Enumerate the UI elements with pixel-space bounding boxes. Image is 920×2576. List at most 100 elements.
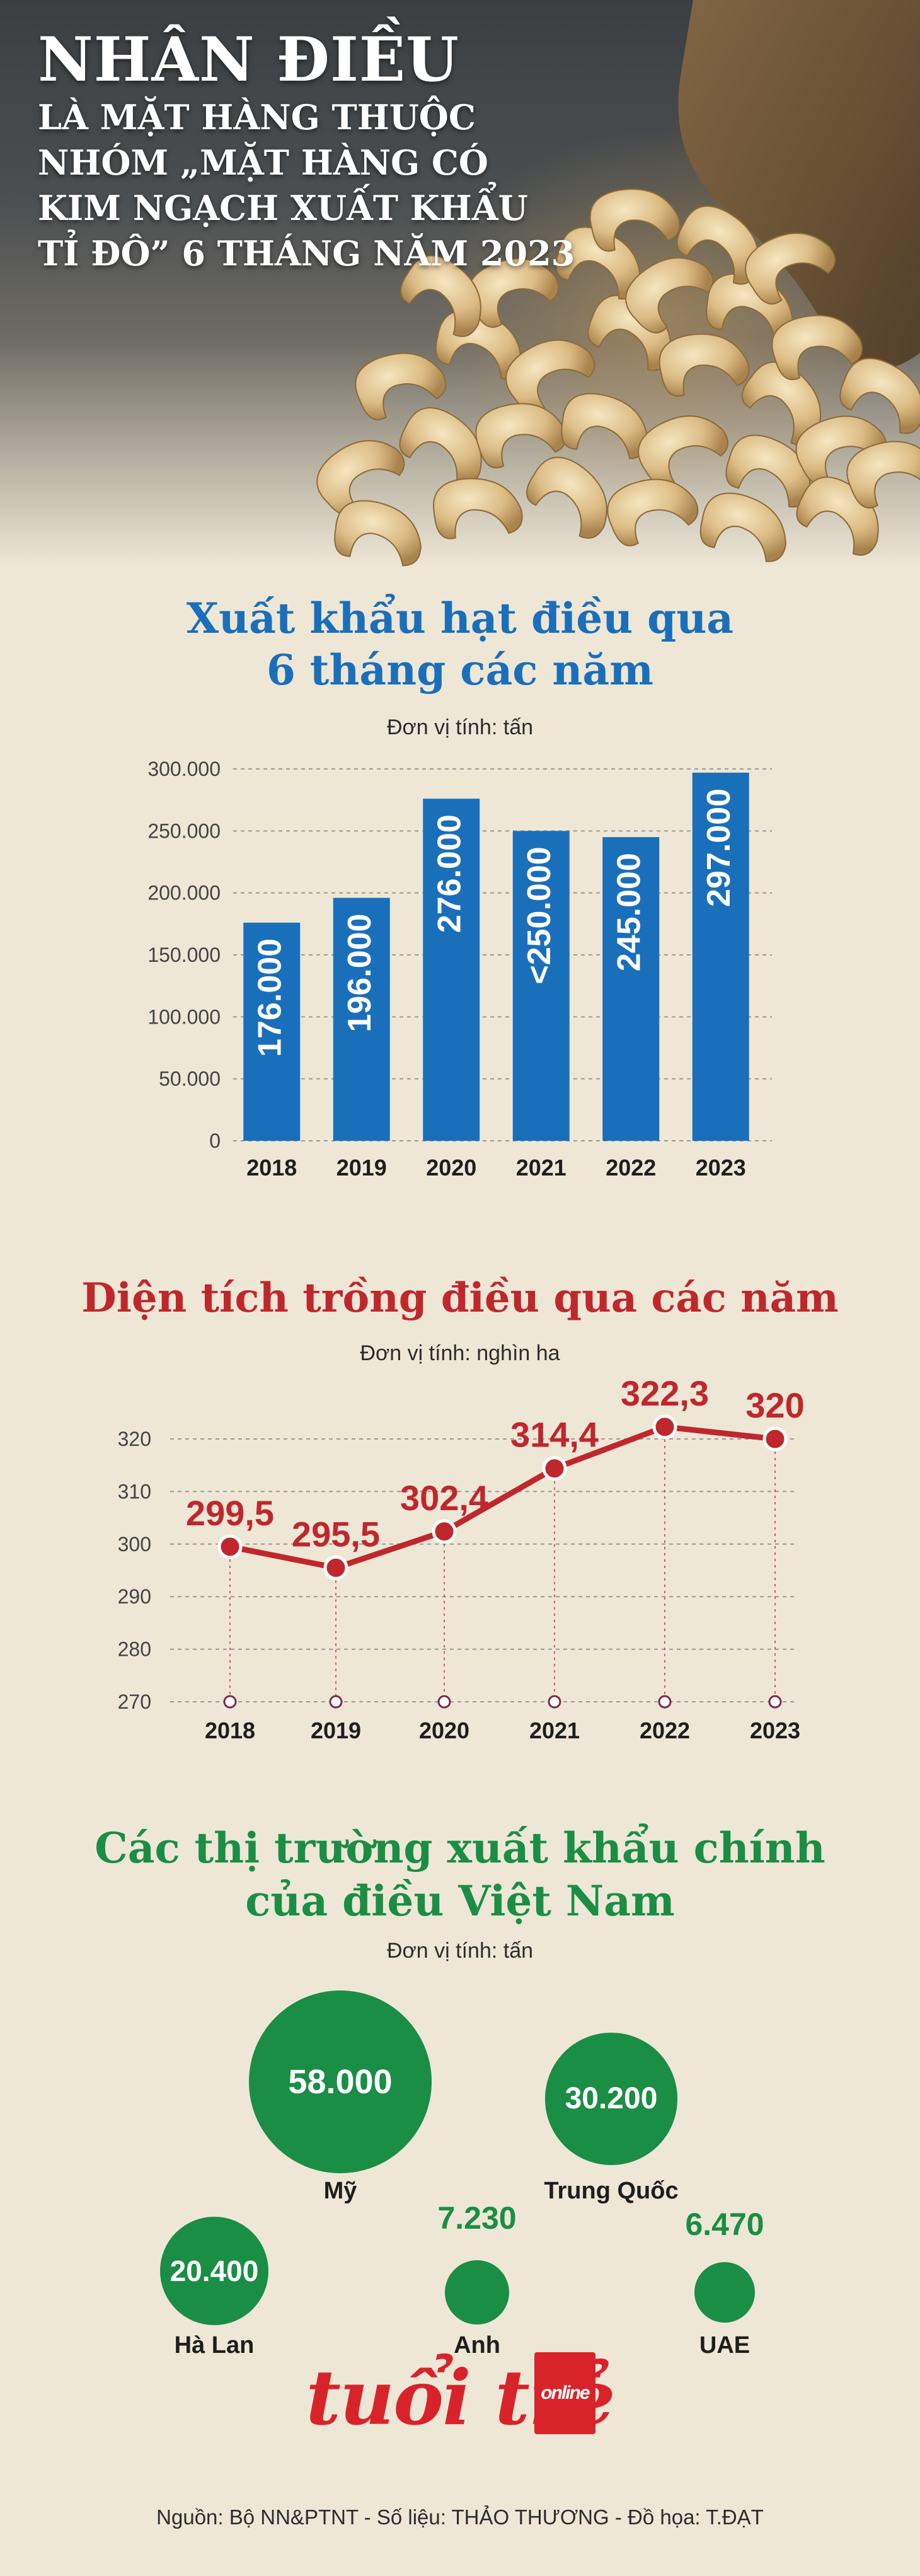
logo: tuổi trẻ online xyxy=(0,2352,920,2439)
logo-sub-text: online xyxy=(534,2352,595,2434)
cashew-nut-icon xyxy=(505,339,595,414)
line-x-tick-label: 2020 xyxy=(419,1718,469,1743)
cashew-nut-icon xyxy=(561,393,648,459)
line-x-tick-label: 2022 xyxy=(640,1718,690,1743)
bubble-chart-unit: Đơn vị tính: tấn xyxy=(386,1939,534,1963)
bar-y-tick-label: 300.000 xyxy=(147,758,221,780)
line-y-tick-label: 310 xyxy=(118,1480,151,1503)
subtitle-line-2: NHÓM „MẶT HÀNG CÓ xyxy=(38,142,488,183)
market-value-label: 7.230 xyxy=(437,2200,517,2236)
bar-value-label: 245.000 xyxy=(611,853,647,971)
market-value-label: 58.000 xyxy=(288,2063,393,2101)
bar-y-tick-label: 200.000 xyxy=(147,882,221,904)
bar-y-tick-label: 0 xyxy=(209,1129,221,1152)
line-base-marker xyxy=(437,1695,451,1709)
cashew-nut-icon xyxy=(589,188,681,252)
line-base-marker xyxy=(548,1695,561,1709)
line-base-marker xyxy=(223,1695,237,1709)
subtitle-line-3: KIM NGẠCH XUẤT KHẨU xyxy=(38,188,528,228)
line-y-tick-label: 300 xyxy=(118,1533,151,1556)
line-series xyxy=(229,1424,776,1571)
cashew-nut-icon xyxy=(638,415,729,488)
title-block: NHÂN ĐIỀU LÀ MẶT HÀNG THUỘC NHÓM „MẶT HÀ… xyxy=(38,25,605,276)
bar xyxy=(333,898,390,1141)
market-bubble: 30.200 xyxy=(545,2033,677,2165)
market-name-label: Mỹ xyxy=(323,2178,357,2204)
market-value-label: 30.200 xyxy=(565,2082,658,2116)
line-value-label: 302,4 xyxy=(400,1478,488,1518)
market-name-label: UAE xyxy=(699,2332,750,2359)
cashew-nut-icon xyxy=(725,434,811,508)
line-point xyxy=(542,1456,567,1481)
bar-y-tick-label: 50.000 xyxy=(159,1068,221,1090)
bubble-chart-title-line-2: của điều Việt Nam xyxy=(245,1876,675,1926)
line-x-tick-label: 2019 xyxy=(311,1718,361,1743)
bar-chart-title: Xuất khẩu hạt điều qua 6 tháng các năm xyxy=(0,592,920,696)
bar-value-label: 276.000 xyxy=(431,814,468,933)
cashew-nut-icon xyxy=(400,255,481,337)
line-base-marker xyxy=(658,1695,672,1709)
cashew-nut-icon xyxy=(433,478,523,540)
line-base-marker xyxy=(329,1695,343,1709)
bar xyxy=(602,837,660,1141)
line-y-tick-label: 290 xyxy=(118,1585,151,1608)
bar xyxy=(243,922,301,1141)
bar-x-tick-label: 2023 xyxy=(696,1155,746,1181)
line-value-label: 299,5 xyxy=(186,1493,274,1533)
cashew-nut-icon xyxy=(839,357,920,434)
cashew-nut-icon xyxy=(334,500,422,567)
bar-value-label: 176.000 xyxy=(251,939,288,1057)
line-point xyxy=(432,1519,457,1544)
line-x-tick-label: 2021 xyxy=(529,1718,580,1743)
market-bubble xyxy=(444,2260,510,2325)
source-credit: Nguồn: Bộ NN&PTNT - Số liệu: THẢO THƯƠNG… xyxy=(156,2505,764,2529)
line-x-tick-label: 2023 xyxy=(750,1718,800,1743)
bar xyxy=(512,831,570,1141)
line-chart-unit: Đơn vị tính: nghìn ha xyxy=(360,1341,560,1365)
line-chart-title: Diện tích trồng điều qua các năm xyxy=(81,1274,839,1322)
line-y-tick-label: 320 xyxy=(118,1428,151,1450)
cashew-illustration xyxy=(316,0,920,567)
market-name-label: Trung Quốc xyxy=(544,2178,679,2204)
market-name-label: Anh xyxy=(454,2332,500,2359)
line-value-label: 320 xyxy=(745,1385,804,1425)
cashew-nut-icon xyxy=(745,233,836,305)
line-y-tick-label: 270 xyxy=(118,1690,151,1713)
line-point xyxy=(217,1534,243,1559)
market-bubble: 58.000 xyxy=(249,1990,432,2173)
bar-chart-unit: Đơn vị tính: tấn xyxy=(386,715,534,739)
cashew-nut-icon xyxy=(355,352,447,420)
bar-chart: 0 50.000 100.000 150.000 200.000 250.000 300.0… xyxy=(147,758,772,1181)
bar-y-tick-label: 150.000 xyxy=(147,944,221,966)
subtitle-line-4: TỈ ĐÔ” 6 THÁNG NĂM 2023 xyxy=(38,233,575,274)
bar-value-label: 196.000 xyxy=(342,914,378,1032)
bar xyxy=(423,799,480,1141)
line-point xyxy=(762,1426,788,1452)
bar-x-tick-label: 2020 xyxy=(426,1155,476,1181)
cashew-nut-icon xyxy=(699,492,786,562)
line-base-marker xyxy=(768,1695,782,1709)
market-bubble: 20.400 xyxy=(160,2217,268,2325)
line-x-tick-label: 2018 xyxy=(205,1718,255,1743)
line-value-label: 322,3 xyxy=(621,1373,709,1413)
bar-value-label: 297.000 xyxy=(701,788,737,907)
line-point xyxy=(652,1414,677,1440)
bar xyxy=(692,772,749,1141)
cashew-nut-icon xyxy=(526,456,607,539)
line-y-tick-label: 280 xyxy=(118,1638,151,1661)
bar-chart-title-line-2: 6 tháng các năm xyxy=(267,645,653,695)
cashew-nut-icon xyxy=(771,315,863,381)
bubble-chart-title: Các thị trường xuất khẩu chính của điều … xyxy=(0,1822,920,1927)
bar-value-label: <250.000 xyxy=(521,846,558,984)
page-title: NHÂN ĐIỀU xyxy=(38,24,459,95)
line-value-label: 314,4 xyxy=(510,1415,599,1455)
cashew-pile xyxy=(316,188,920,567)
bar-x-tick-label: 2019 xyxy=(336,1155,387,1181)
bubble-chart-title-line-1: Các thị trường xuất khẩu chính xyxy=(95,1823,825,1873)
line-point xyxy=(323,1555,348,1580)
cashew-nut-icon xyxy=(475,403,566,469)
market-name-label: Hà Lan xyxy=(174,2332,255,2359)
cashew-nut-icon xyxy=(658,333,750,397)
hero-banner: NHÂN ĐIỀU LÀ MẶT HÀNG THUỘC NHÓM „MẶT HÀ… xyxy=(0,0,920,567)
bar-x-tick-label: 2022 xyxy=(606,1155,656,1181)
